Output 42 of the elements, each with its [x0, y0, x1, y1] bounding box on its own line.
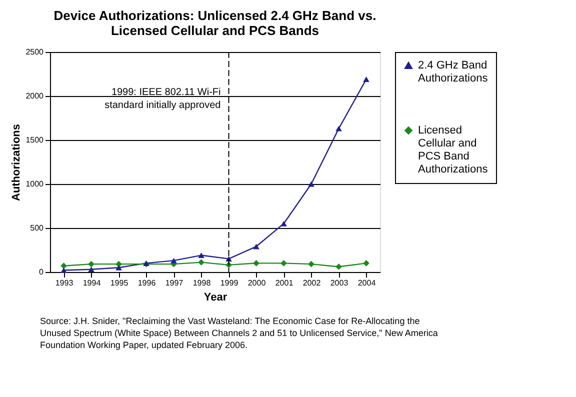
point — [253, 260, 260, 266]
point — [198, 259, 204, 266]
point — [308, 260, 314, 268]
point — [60, 262, 67, 269]
point — [336, 126, 342, 132]
x-tick-label: 1994 — [82, 278, 102, 288]
y-tick-label: 2500 — [26, 48, 44, 56]
x-tick-label: 2004 — [358, 278, 376, 288]
point — [280, 260, 287, 266]
y-tick-label: 500 — [30, 224, 44, 232]
x-tick-label: 2003 — [330, 278, 349, 288]
x-tick-label: 1998 — [192, 278, 212, 288]
x-tick-label: 1997 — [165, 278, 184, 288]
point — [60, 268, 67, 273]
chart-title: Device Authorizations: Unlicensed 2.4 GHz Band vs. Licensed Cellular and PCS Bands — [54, 8, 376, 38]
legend-label: Licensed Cellular and PCS Band Authorizations — [418, 124, 488, 176]
y-axis-title: Authorizations — [10, 124, 23, 201]
point — [363, 76, 370, 82]
point — [336, 264, 342, 270]
legend-label: 2.4 GHz Band Authorizations — [418, 60, 488, 84]
x-tick-label: 1999 — [220, 278, 239, 288]
source-note: Source: J.H. Snider, "Reclaiming the Vast Wasteland: The Economic Case for Re-Allocating the Unused Spectrum (White Space) Between Channels 2 and 51 to Unlicensed Service," New America Foundation Working Paper, updated February 2006. — [40, 316, 438, 350]
point — [363, 260, 370, 266]
y-tick-label: 0 — [39, 268, 44, 276]
point — [308, 181, 314, 187]
x-tick-label: 2000 — [248, 278, 266, 288]
y-tick-label: 2000 — [26, 92, 44, 100]
y-tick-label: 1500 — [26, 136, 44, 144]
y-tick-label: 1000 — [26, 180, 44, 188]
x-tick-label: 2002 — [302, 278, 322, 288]
x-axis-title: Year — [204, 292, 228, 304]
x-tick-label: 1996 — [138, 278, 156, 288]
point — [170, 258, 177, 264]
x-tick-label: 1995 — [110, 278, 129, 288]
x-tick-label: 1993 — [55, 278, 74, 288]
point — [116, 264, 122, 270]
point — [198, 252, 204, 258]
point — [253, 244, 260, 250]
x-tick-label: 2001 — [275, 278, 294, 288]
ref-line-label: 1999: IEEE 802.11 Wi-Fi standard initially approved — [104, 87, 221, 112]
point — [88, 266, 94, 272]
point — [280, 220, 287, 226]
